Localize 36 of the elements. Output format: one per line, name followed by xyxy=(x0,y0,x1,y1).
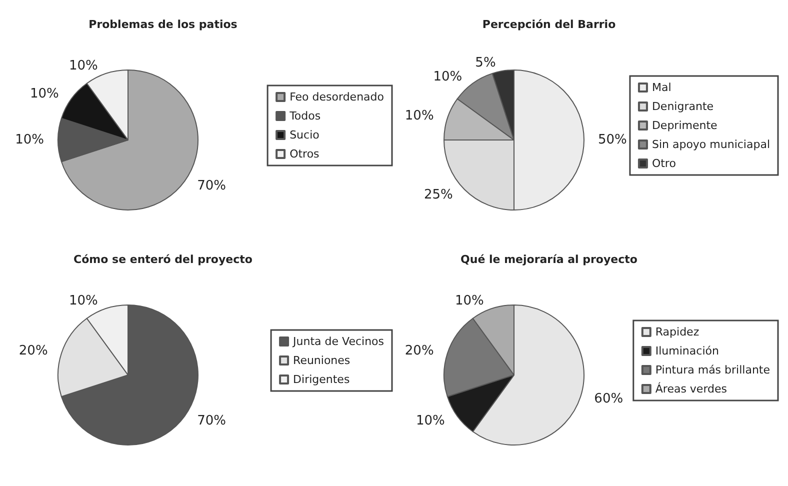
legend-label: Sin apoyo municiapal xyxy=(652,138,770,151)
data-label: 10% xyxy=(68,58,98,74)
data-label: 70% xyxy=(197,413,226,428)
data-label: 5% xyxy=(475,55,496,70)
legend-label: Otro xyxy=(652,157,676,170)
data-label: 10% xyxy=(404,108,434,124)
chart-title: Percepción del Barrio xyxy=(482,18,616,31)
legend-label: Otros xyxy=(290,148,320,160)
data-label: 10% xyxy=(68,293,98,308)
data-label: 10% xyxy=(30,86,59,102)
legend-label: Áreas verdes xyxy=(655,382,728,396)
data-label: 10% xyxy=(416,413,445,428)
legend-label: Feo desordenado xyxy=(290,90,384,104)
legend-label: Dirigentes xyxy=(293,373,350,386)
data-label: 20% xyxy=(404,343,434,358)
legend-label: Mal xyxy=(652,81,672,94)
data-label: 20% xyxy=(18,343,48,358)
legend-label: Pintura más brillante xyxy=(655,364,770,376)
data-label: 70% xyxy=(197,178,226,194)
legend-label: Reuniones xyxy=(293,354,350,367)
data-label: 25% xyxy=(424,188,453,203)
legend-label: Rapidez xyxy=(655,326,700,338)
legend-label: Deprimente xyxy=(652,119,718,132)
data-label: 60% xyxy=(594,392,624,407)
data-label: 50% xyxy=(598,132,627,148)
data-label: 10% xyxy=(433,69,462,84)
legend-label: Denigrante xyxy=(652,100,714,113)
legend-label: Todos xyxy=(288,110,321,122)
data-label: 10% xyxy=(15,132,44,148)
chart-title: Cómo se enteró del proyecto xyxy=(74,253,253,266)
chart-title: Problemas de los patios xyxy=(88,18,238,31)
chart-title: Qué le mejoraría al proyecto xyxy=(460,253,638,266)
data-label: 10% xyxy=(454,293,484,308)
legend-label: Junta de Vecinos xyxy=(292,335,384,348)
legend-label: Iluminación xyxy=(655,344,719,358)
legend-label: Sucio xyxy=(290,128,320,142)
